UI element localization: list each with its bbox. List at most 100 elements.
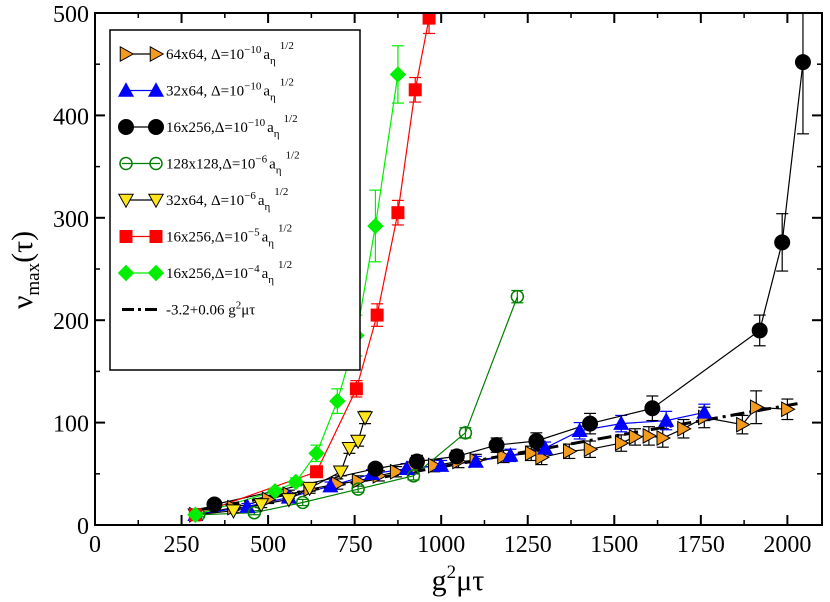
legend-entry-1: 32x64, Δ=10−10 aη1/2 bbox=[117, 77, 294, 104]
legend-swatch-marker bbox=[147, 264, 165, 282]
x-tick-label: 1750 bbox=[677, 532, 725, 558]
data-point bbox=[301, 481, 318, 497]
legend-entry-0: 64x64, Δ=10−10 aη1/2 bbox=[119, 40, 294, 67]
legend-swatch-marker bbox=[119, 230, 133, 243]
y-tick-label: 500 bbox=[53, 2, 89, 28]
data-point bbox=[658, 412, 675, 427]
y-tick-label: 200 bbox=[53, 309, 89, 335]
legend-label: 32x64, Δ=10−10 aη1/2 bbox=[166, 77, 294, 104]
legend-swatch-marker bbox=[119, 156, 133, 171]
data-point bbox=[332, 465, 349, 480]
legend-label: -3.2+0.06 g2μτ bbox=[166, 300, 255, 319]
legend-swatch-marker bbox=[149, 45, 165, 63]
data-point bbox=[280, 493, 297, 508]
data-point bbox=[389, 463, 405, 480]
data-point bbox=[370, 308, 384, 322]
data-point bbox=[656, 429, 671, 447]
data-point bbox=[613, 415, 630, 430]
series-markers-2 bbox=[206, 54, 811, 513]
data-point bbox=[349, 382, 363, 396]
data-point bbox=[736, 416, 751, 433]
legend-entry-3: 128x128,Δ=10−6 aη1/2 bbox=[119, 150, 300, 177]
data-point bbox=[502, 447, 519, 462]
data-point bbox=[322, 477, 339, 493]
legend-swatch-marker bbox=[147, 82, 165, 97]
data-point bbox=[614, 435, 630, 452]
legend-entry-7: -3.2+0.06 g2μτ bbox=[122, 300, 255, 319]
data-point bbox=[408, 453, 425, 470]
data-point bbox=[422, 13, 436, 25]
legend-swatch-marker bbox=[119, 45, 135, 63]
legend-label: 16x256,Δ=10−4 aη1/2 bbox=[166, 259, 292, 286]
axis-ticks: 0 250 500 750 1000 1250 1500 1750 2000 0 100 200 300… bbox=[53, 2, 822, 558]
data-point bbox=[751, 322, 768, 339]
data-point bbox=[351, 472, 367, 490]
data-point bbox=[356, 411, 374, 426]
legend-swatch-marker bbox=[117, 193, 135, 209]
series-markers-6 bbox=[187, 66, 407, 523]
legend-swatch-marker bbox=[117, 264, 135, 282]
data-point bbox=[239, 498, 256, 513]
legend-swatch-marker bbox=[148, 119, 164, 135]
data-point bbox=[563, 443, 578, 460]
plot-layer bbox=[187, 13, 811, 523]
data-point bbox=[308, 445, 325, 462]
data-point bbox=[408, 83, 422, 97]
data-point bbox=[458, 426, 473, 440]
data-point bbox=[583, 441, 599, 458]
y-axis-title: νmax(τ) bbox=[6, 231, 44, 309]
legend-label: 16x256,Δ=10−5 aη1/2 bbox=[166, 223, 292, 250]
legend: 64x64, Δ=10−10 aη1/2 32x64, Δ=10−10 aη1/2 16… bbox=[109, 29, 361, 371]
x-axis-title: g2μτ bbox=[432, 562, 485, 597]
legend-entry-6: 16x256,Δ=10−4 aη1/2 bbox=[117, 259, 292, 286]
data-point bbox=[467, 453, 484, 468]
data-point bbox=[528, 433, 545, 450]
x-tick-label: 1500 bbox=[590, 532, 638, 558]
legend-label: 32x64, Δ=10−6 aη1/2 bbox=[166, 186, 288, 213]
legend-swatch-marker bbox=[117, 82, 135, 97]
legend-entry-2: 16x256,Δ=10−10 aη1/2 bbox=[118, 113, 298, 140]
x-tick-label: 0 bbox=[89, 532, 101, 558]
data-point bbox=[389, 66, 407, 83]
data-point bbox=[488, 437, 505, 454]
data-point bbox=[696, 404, 713, 419]
x-tick-label: 2000 bbox=[763, 532, 811, 558]
plot-area bbox=[187, 13, 811, 523]
data-point bbox=[628, 428, 644, 445]
data-point bbox=[350, 434, 367, 450]
data-point bbox=[391, 206, 405, 220]
legend-swatch-marker bbox=[147, 193, 165, 209]
data-point bbox=[774, 234, 791, 251]
data-point bbox=[571, 422, 588, 438]
data-point bbox=[781, 401, 796, 418]
y-tick-label: 100 bbox=[53, 412, 89, 438]
data-point bbox=[341, 441, 358, 457]
y-tick-label: 300 bbox=[53, 207, 89, 233]
x-tick-label: 1000 bbox=[417, 532, 465, 558]
data-point bbox=[642, 427, 658, 444]
data-point bbox=[749, 399, 765, 416]
legend-label: 16x256,Δ=10−10 aη1/2 bbox=[166, 113, 298, 140]
data-point bbox=[187, 506, 204, 523]
legend-label: 64x64, Δ=10−10 aη1/2 bbox=[166, 40, 294, 67]
x-tick-label: 1250 bbox=[504, 532, 552, 558]
y-tick-label: 0 bbox=[77, 514, 89, 540]
x-tick-label: 250 bbox=[164, 532, 200, 558]
data-point bbox=[253, 498, 270, 513]
data-point bbox=[644, 400, 661, 417]
x-tick-label: 750 bbox=[337, 532, 373, 558]
data-point bbox=[266, 483, 284, 500]
data-point bbox=[448, 448, 465, 465]
legend-entry-5: 16x256,Δ=10−5 aη1/2 bbox=[119, 223, 292, 250]
data-point bbox=[510, 289, 525, 304]
data-point bbox=[247, 505, 261, 520]
legend-swatch-marker bbox=[149, 230, 163, 243]
data-point bbox=[351, 482, 365, 496]
y-tick-label: 400 bbox=[53, 104, 89, 130]
data-point bbox=[367, 217, 384, 235]
data-point bbox=[536, 439, 554, 455]
legend-entry-4: 32x64, Δ=10−6 aη1/2 bbox=[117, 186, 288, 213]
data-point bbox=[295, 495, 310, 510]
legend-swatch-marker bbox=[149, 156, 163, 171]
